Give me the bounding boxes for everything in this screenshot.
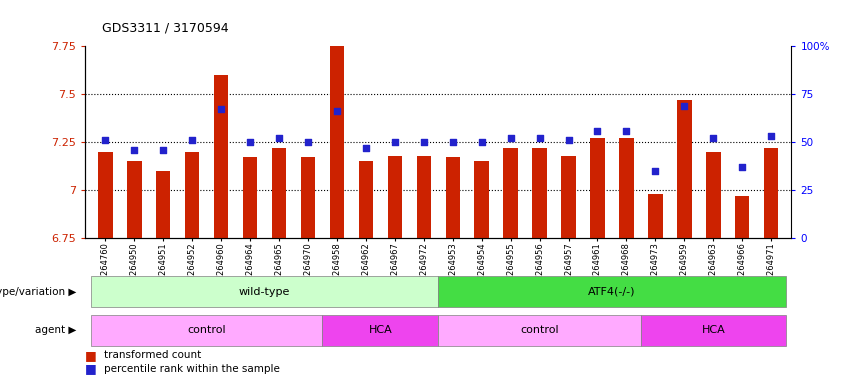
Text: agent ▶: agent ▶ [35,325,77,335]
Point [591,127,604,134]
Point [214,106,228,113]
Bar [329,44,344,238]
Bar [358,161,373,238]
Point [301,139,315,145]
Bar [446,157,460,238]
Bar [438,276,785,307]
Bar [562,156,576,238]
Bar [591,138,605,238]
Point [417,139,431,145]
Point [330,108,344,114]
Bar [98,152,112,238]
Point [359,145,373,151]
Point [620,127,633,134]
Point [504,135,517,141]
Point [99,137,112,143]
Bar [127,161,141,238]
Point [128,147,141,153]
Text: genotype/variation ▶: genotype/variation ▶ [0,287,77,297]
Text: ATF4(-/-): ATF4(-/-) [588,287,636,297]
Point [562,137,575,143]
Bar [438,315,641,346]
Text: wild-type: wild-type [239,287,290,297]
Text: HCA: HCA [701,325,725,335]
Bar [533,148,547,238]
Point [648,168,662,174]
Bar [387,156,402,238]
Bar [323,315,438,346]
Point [272,135,286,141]
Point [677,103,691,109]
Text: percentile rank within the sample: percentile rank within the sample [104,364,280,374]
Bar [91,315,323,346]
Bar [641,315,785,346]
Point [243,139,257,145]
Point [475,139,488,145]
Text: GDS3311 / 3170594: GDS3311 / 3170594 [102,22,229,35]
Text: ■: ■ [85,349,97,362]
Bar [91,276,438,307]
Point [735,164,749,170]
Point [388,139,402,145]
Point [706,135,720,141]
Bar [271,148,286,238]
Bar [677,100,692,238]
Bar [156,171,170,238]
Bar [475,161,489,238]
Point [533,135,546,141]
Bar [620,138,634,238]
Bar [416,156,431,238]
Text: control: control [187,325,226,335]
Point [764,133,778,139]
Text: control: control [520,325,559,335]
Text: ■: ■ [85,362,97,375]
Text: transformed count: transformed count [104,350,201,360]
Point [157,147,170,153]
Bar [706,152,721,238]
Bar [735,196,750,238]
Bar [764,148,779,238]
Bar [504,148,518,238]
Text: HCA: HCA [368,325,392,335]
Point [446,139,460,145]
Bar [214,75,228,238]
Bar [185,152,199,238]
Point [186,137,199,143]
Bar [648,194,663,238]
Bar [243,157,257,238]
Bar [300,157,315,238]
